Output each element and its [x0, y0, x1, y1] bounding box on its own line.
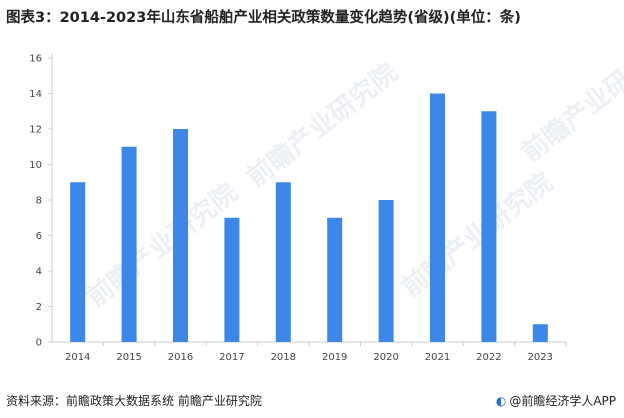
brand-label: ◐ @前瞻经济学人APP [496, 392, 616, 409]
x-tick-label: 2023 [528, 352, 553, 363]
x-tick-label: 2022 [476, 352, 501, 363]
y-tick-label: 10 [29, 160, 42, 171]
y-tick-label: 16 [29, 54, 42, 65]
source-note: 资料来源：前瞻政策大数据系统 前瞻产业研究院 [6, 394, 262, 408]
y-tick-label: 0 [36, 338, 42, 349]
y-tick-label: 4 [36, 267, 42, 278]
bar-2017 [224, 217, 240, 342]
x-tick-label: 2017 [219, 352, 244, 363]
brand-logo-icon: ◐ [495, 394, 507, 408]
bar-2019 [327, 217, 343, 342]
y-tick-label: 8 [36, 196, 42, 207]
bar-2018 [275, 182, 291, 342]
bar-2014 [70, 182, 86, 342]
bar-2021 [430, 93, 445, 342]
bar-2023 [532, 324, 548, 342]
x-tick-label: 2020 [373, 352, 398, 363]
brand-text: @前瞻经济学人APP [509, 394, 616, 408]
bar-2015 [121, 146, 137, 342]
x-tick-label: 2019 [322, 352, 347, 363]
bar-2016 [173, 129, 188, 342]
x-tick-label: 2021 [425, 352, 450, 363]
y-tick-label: 2 [36, 302, 42, 313]
x-tick-label: 2014 [65, 352, 90, 363]
y-tick-label: 12 [29, 125, 42, 136]
x-tick-label: 2015 [116, 352, 141, 363]
y-tick-label: 14 [29, 89, 42, 100]
bar-2020 [378, 200, 394, 342]
x-tick-label: 2016 [168, 352, 193, 363]
bar-2022 [481, 111, 497, 342]
chart-title: 图表3：2014-2023年山东省船舶产业相关政策数量变化趋势(省级)(单位：条… [6, 10, 521, 26]
x-tick-label: 2018 [271, 352, 296, 363]
y-tick-label: 6 [36, 231, 42, 242]
